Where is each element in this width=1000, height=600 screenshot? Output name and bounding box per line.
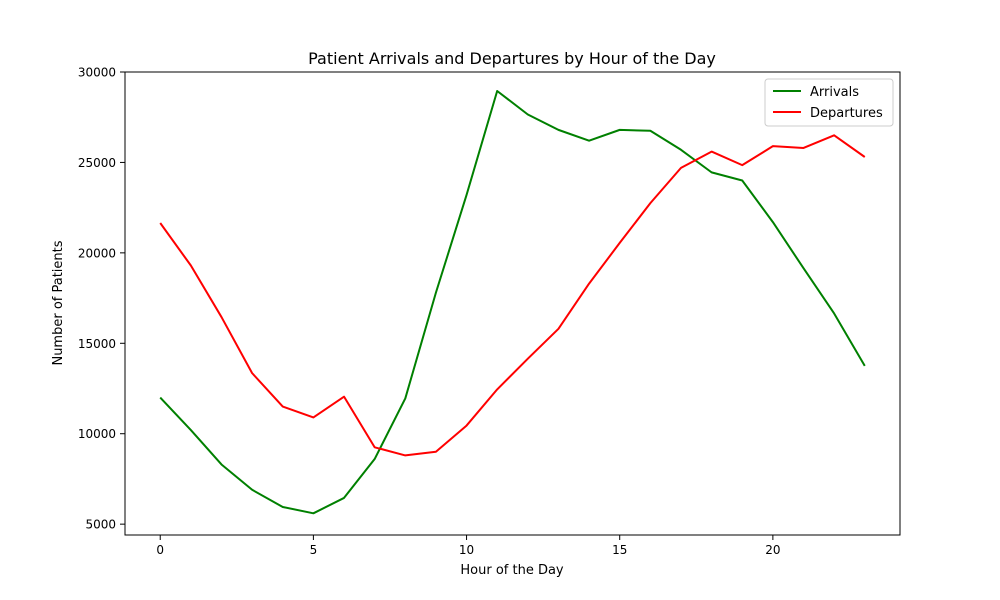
x-tick-label: 0 [156,543,164,557]
y-axis-label: Number of Patients [51,240,66,365]
x-tick-label: 5 [310,543,318,557]
legend-label-arrivals: Arrivals [810,85,859,100]
y-tick-label: 30000 [78,66,116,80]
legend: Arrivals Departures [764,78,894,127]
x-tick-label: 10 [459,543,474,557]
y-tick-label: 10000 [78,427,116,441]
y-tick-label: 20000 [78,246,116,260]
legend-label-departures: Departures [810,106,883,121]
series-layer [159,89,866,515]
y-axis-ticks: 5000 10000 15000 20000 25000 30000 [78,66,125,532]
y-tick-label: 25000 [78,156,116,170]
y-tick-label: 15000 [78,337,116,351]
axes-frame [124,71,901,536]
series-line-departures [159,134,866,457]
chart-title: Patient Arrivals and Departures by Hour … [308,49,716,68]
x-tick-label: 20 [765,543,780,557]
y-tick-label: 5000 [85,518,116,532]
x-tick-label: 15 [612,543,627,557]
series-line-arrivals [159,89,866,515]
plot-area [125,72,900,535]
x-axis-ticks: 0 5 10 15 20 [156,535,781,557]
x-axis-label: Hour of the Day [460,563,564,578]
